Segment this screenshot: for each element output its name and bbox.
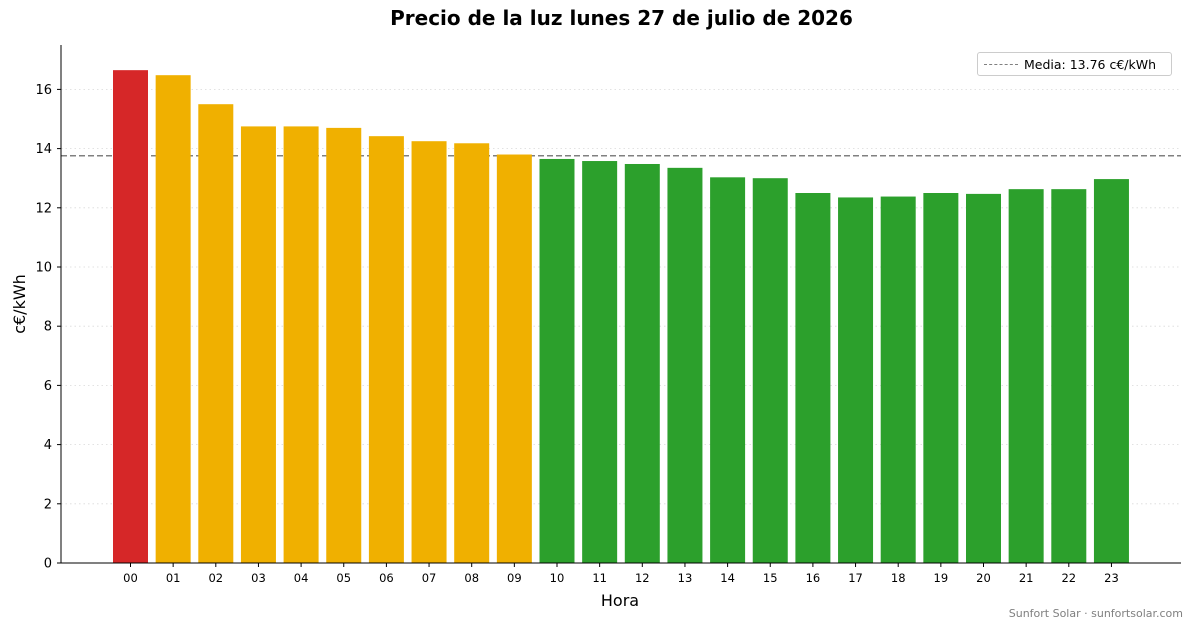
x-tick-label: 04 xyxy=(294,571,309,585)
y-tick-label: 6 xyxy=(44,379,52,394)
bar-hour-12 xyxy=(624,163,660,563)
y-tick-label: 10 xyxy=(35,261,52,276)
bar-hour-10 xyxy=(539,158,575,563)
legend-label: Media: 13.76 c€/kWh xyxy=(1024,56,1157,72)
y-tick-label: 2 xyxy=(44,497,52,512)
bar-hour-07 xyxy=(411,141,447,563)
bars xyxy=(113,70,1129,564)
x-tick-label: 08 xyxy=(464,571,479,585)
bar-hour-06 xyxy=(368,136,404,563)
x-tick-label: 22 xyxy=(1061,571,1076,585)
bar-hour-03 xyxy=(240,126,276,564)
bar-hour-15 xyxy=(752,178,788,563)
x-tick-label: 03 xyxy=(251,571,266,585)
x-tick-label: 10 xyxy=(550,571,565,585)
y-tick-label: 0 xyxy=(44,557,52,572)
bar-hour-18 xyxy=(880,196,916,563)
x-tick-label: 00 xyxy=(123,571,138,585)
bar-hour-00 xyxy=(113,70,148,563)
x-ticks: 00 01 02 03 04 05 06 07 08 09 10 11 12 13 14 15 16 17 18 19… xyxy=(123,563,1119,585)
y-tick-label: 8 xyxy=(44,320,52,335)
chart-title: Precio de la luz lunes 27 de julio de 20… xyxy=(390,6,853,30)
bar-hour-16 xyxy=(795,193,831,563)
x-tick-label: 01 xyxy=(166,571,181,585)
x-tick-label: 11 xyxy=(592,571,607,585)
y-tick-label: 12 xyxy=(35,201,52,216)
x-axis-label: Hora xyxy=(601,591,639,610)
x-tick-label: 09 xyxy=(507,571,522,585)
bar-hour-09 xyxy=(496,154,532,563)
x-tick-label: 07 xyxy=(422,571,437,585)
legend-dashed-line-swatch xyxy=(984,63,1018,65)
x-tick-label: 21 xyxy=(1019,571,1034,585)
bar-hour-13 xyxy=(667,167,703,563)
bar-hour-17 xyxy=(838,197,874,563)
bar-hour-11 xyxy=(582,161,618,564)
x-tick-label: 14 xyxy=(720,571,735,585)
bar-hour-05 xyxy=(326,127,362,563)
bar-hour-22 xyxy=(1051,189,1087,564)
y-tick-label: 4 xyxy=(44,438,52,453)
x-tick-label: 13 xyxy=(678,571,693,585)
x-tick-label: 19 xyxy=(934,571,949,585)
x-tick-label: 12 xyxy=(635,571,650,585)
bar-hour-08 xyxy=(454,143,490,563)
x-tick-label: 06 xyxy=(379,571,394,585)
x-tick-label: 23 xyxy=(1104,571,1119,585)
bar-hour-14 xyxy=(710,177,746,563)
x-tick-label: 15 xyxy=(763,571,778,585)
legend: Media: 13.76 c€/kWh xyxy=(977,52,1172,76)
y-tick-label: 16 xyxy=(35,83,52,98)
x-tick-label: 16 xyxy=(806,571,821,585)
bar-hour-19 xyxy=(923,193,959,563)
x-tick-label: 18 xyxy=(891,571,906,585)
watermark: Sunfort Solar · sunfortsolar.com xyxy=(1008,607,1183,620)
bar-hour-02 xyxy=(198,104,234,563)
y-tick-label: 14 xyxy=(35,142,52,157)
y-axis-label: c€/kWh xyxy=(10,274,29,334)
bar-hour-23 xyxy=(1093,179,1129,563)
y-ticks: 0 2 4 6 8 10 12 14 16 xyxy=(35,83,61,572)
bar-hour-04 xyxy=(283,126,319,564)
axes xyxy=(60,45,1181,564)
bar-hour-21 xyxy=(1008,189,1044,564)
x-tick-label: 02 xyxy=(208,571,223,585)
x-tick-label: 17 xyxy=(848,571,863,585)
bar-hour-20 xyxy=(966,193,1001,563)
bar-hour-01 xyxy=(155,75,191,563)
x-tick-label: 20 xyxy=(976,571,991,585)
x-tick-label: 05 xyxy=(336,571,351,585)
